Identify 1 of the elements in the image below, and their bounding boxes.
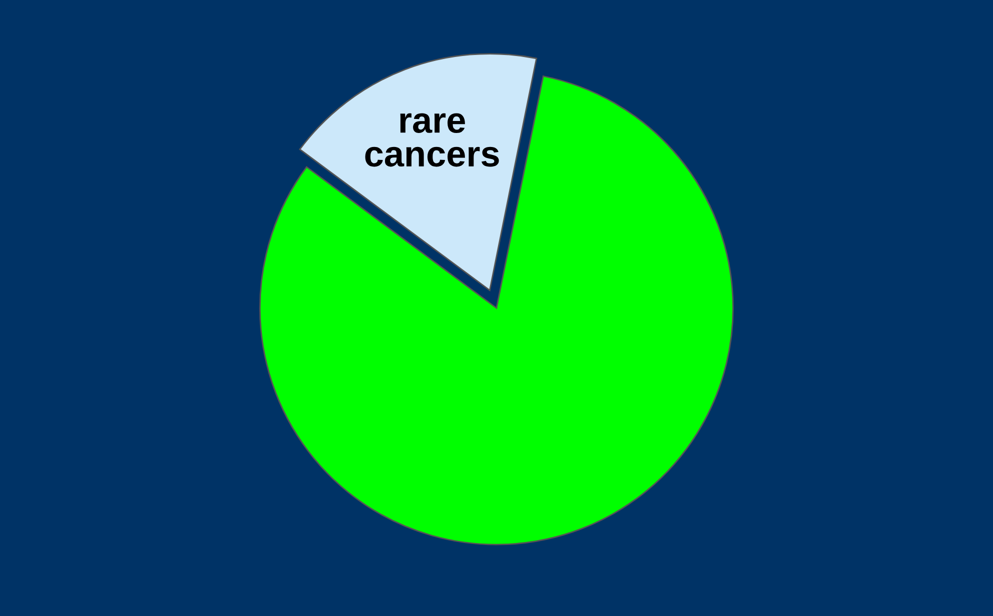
- slice-label: rare cancers: [365, 113, 499, 167]
